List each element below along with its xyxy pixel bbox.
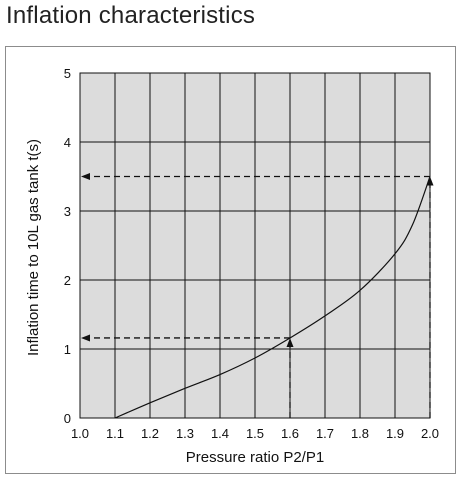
- arrowhead: [81, 334, 90, 342]
- y-tick-label: 3: [64, 204, 71, 219]
- x-tick-label: 2.0: [421, 426, 439, 441]
- y-tick-label: 1: [64, 342, 71, 357]
- x-tick-label: 1.6: [281, 426, 299, 441]
- arrowhead: [81, 173, 90, 180]
- y-axis-label: Inflation time to 10L gas tank t(s): [25, 139, 42, 356]
- guide-arrows: [81, 173, 434, 418]
- x-tick-label: 1.9: [386, 426, 404, 441]
- arrowhead: [286, 337, 294, 347]
- y-tick-label: 0: [64, 411, 71, 426]
- x-tick-label: 1.5: [246, 426, 264, 441]
- x-tick-label: 1.7: [316, 426, 334, 441]
- y-tick-label: 5: [64, 66, 71, 81]
- tick-labels: 1.0 1.1 1.2 1.3 1.4 1.5 1.6 1.7 1.8 1.9 2.0 0 1 2 3 4 5: [64, 66, 439, 441]
- x-axis-label: Pressure ratio P2/P1: [186, 449, 324, 466]
- x-tick-label: 1.1: [106, 426, 124, 441]
- series-line: [114, 176, 431, 419]
- y-tick-label: 4: [64, 135, 71, 150]
- page-title: Inflation characteristics: [6, 2, 256, 29]
- x-tick-label: 1.4: [211, 426, 229, 441]
- x-tick-label: 1.0: [71, 426, 89, 441]
- grid-lines: [79, 72, 431, 419]
- x-tick-label: 1.8: [351, 426, 369, 441]
- x-tick-label: 1.2: [141, 426, 159, 441]
- chart-frame: [5, 46, 456, 474]
- x-tick-label: 1.3: [176, 426, 194, 441]
- y-tick-label: 2: [64, 273, 71, 288]
